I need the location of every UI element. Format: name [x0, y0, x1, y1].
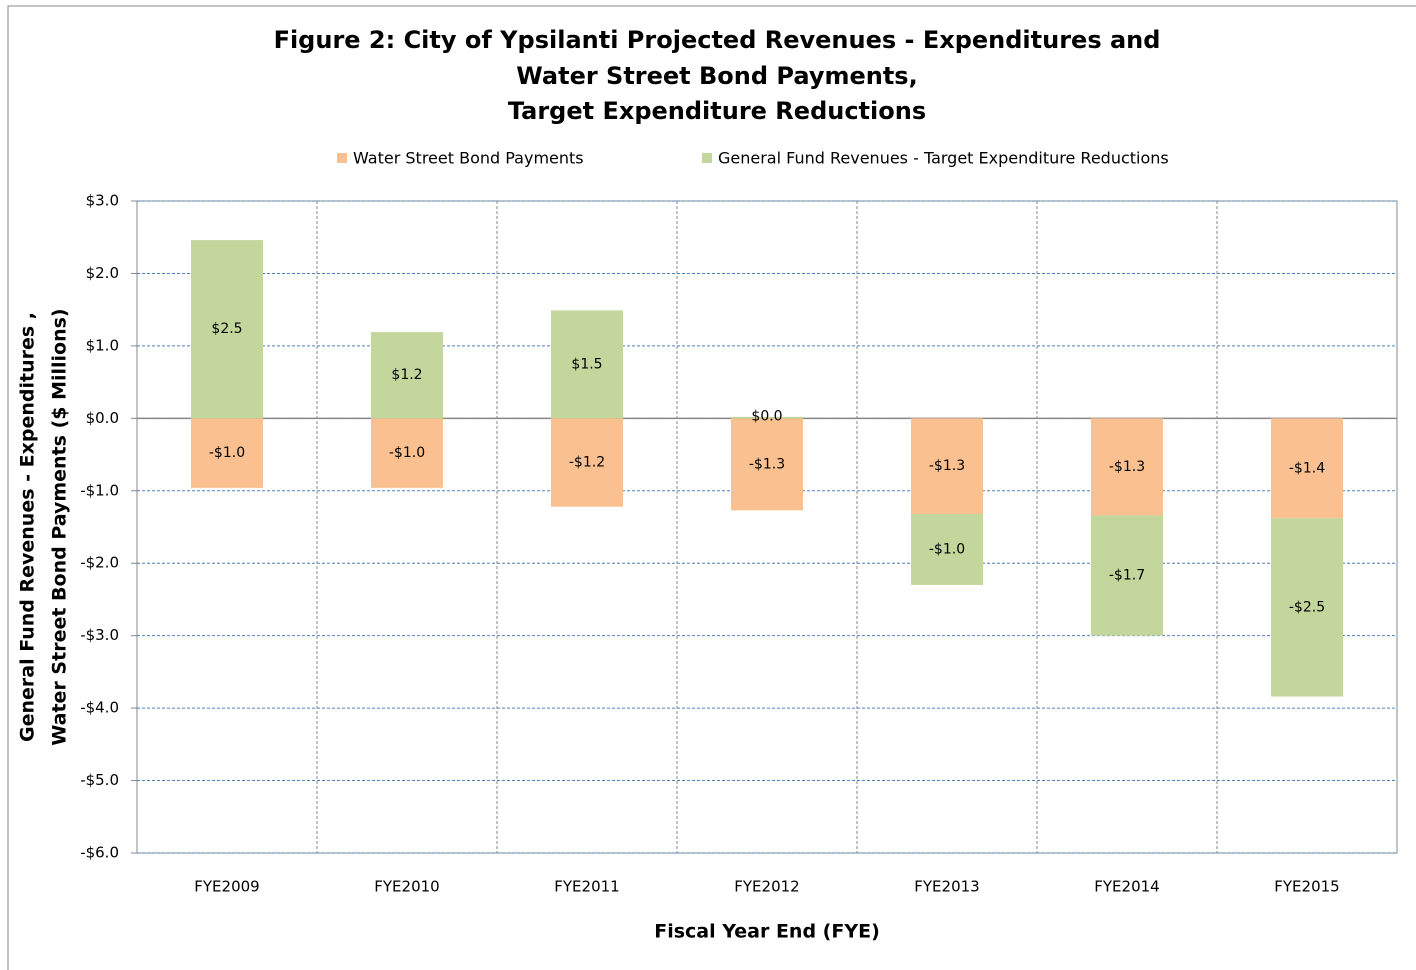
x-tick-label: FYE2014 [1094, 878, 1159, 896]
y-tick-label: -$5.0 [80, 771, 119, 789]
chart-title: Figure 2: City of Ypsilanti Projected Re… [274, 26, 1161, 54]
value-label: -$1.4 [1289, 460, 1325, 476]
y-tick-label: $0.0 [86, 409, 119, 427]
x-tick-label: FYE2011 [554, 878, 619, 896]
value-label: $2.5 [211, 321, 242, 337]
legend-label: Water Street Bond Payments [353, 149, 584, 168]
bar [1271, 518, 1343, 697]
value-label: -$1.3 [749, 456, 785, 472]
chart-title: Target Expenditure Reductions [508, 97, 926, 125]
value-label: -$1.0 [389, 445, 425, 461]
bar [191, 418, 263, 488]
x-axis-title: Fiscal Year End (FYE) [654, 921, 880, 943]
y-tick-label: -$2.0 [80, 554, 119, 572]
bar [731, 416, 803, 419]
value-label: -$1.0 [209, 445, 245, 461]
bar [911, 418, 983, 514]
bar [551, 310, 623, 419]
y-axis-title: General Fund Revenues - Expenditures , [17, 312, 39, 742]
y-axis-title: Water Street Bond Payments ($ Millions) [49, 308, 71, 745]
value-label: -$1.3 [1109, 459, 1145, 475]
bar [1271, 418, 1343, 519]
value-label: $1.2 [391, 367, 422, 383]
bar [1091, 418, 1163, 516]
y-tick-label: $3.0 [86, 192, 119, 210]
value-label: $1.5 [571, 356, 602, 372]
bar [551, 418, 623, 507]
value-label: $0.0 [751, 409, 782, 425]
x-tick-label: FYE2012 [734, 878, 799, 896]
y-tick-label: $1.0 [86, 336, 119, 354]
value-label: -$2.5 [1289, 599, 1325, 615]
y-tick-label: -$3.0 [80, 626, 119, 644]
y-tick-label: -$4.0 [80, 699, 119, 717]
y-tick-label: $2.0 [86, 264, 119, 282]
value-label: -$1.7 [1109, 568, 1145, 584]
bar [731, 418, 803, 511]
x-tick-label: FYE2010 [374, 878, 439, 896]
value-label: -$1.0 [929, 541, 965, 557]
y-tick-label: -$6.0 [80, 844, 119, 862]
x-tick-label: FYE2013 [914, 878, 979, 896]
value-label: -$1.2 [569, 455, 605, 471]
x-tick-label: FYE2009 [194, 878, 259, 896]
value-label: -$1.3 [929, 458, 965, 474]
legend-swatch [337, 153, 347, 163]
x-tick-label: FYE2015 [1274, 878, 1339, 896]
bar [911, 513, 983, 585]
chart-title: Water Street Bond Payments, [516, 62, 917, 90]
bar [371, 332, 443, 419]
bar [191, 240, 263, 419]
legend-swatch [702, 153, 712, 163]
y-tick-label: -$1.0 [80, 481, 119, 499]
chart-border [7, 5, 1416, 970]
bar [371, 418, 443, 488]
bar [1091, 515, 1163, 636]
legend-label: General Fund Revenues - Target Expenditu… [718, 149, 1169, 168]
